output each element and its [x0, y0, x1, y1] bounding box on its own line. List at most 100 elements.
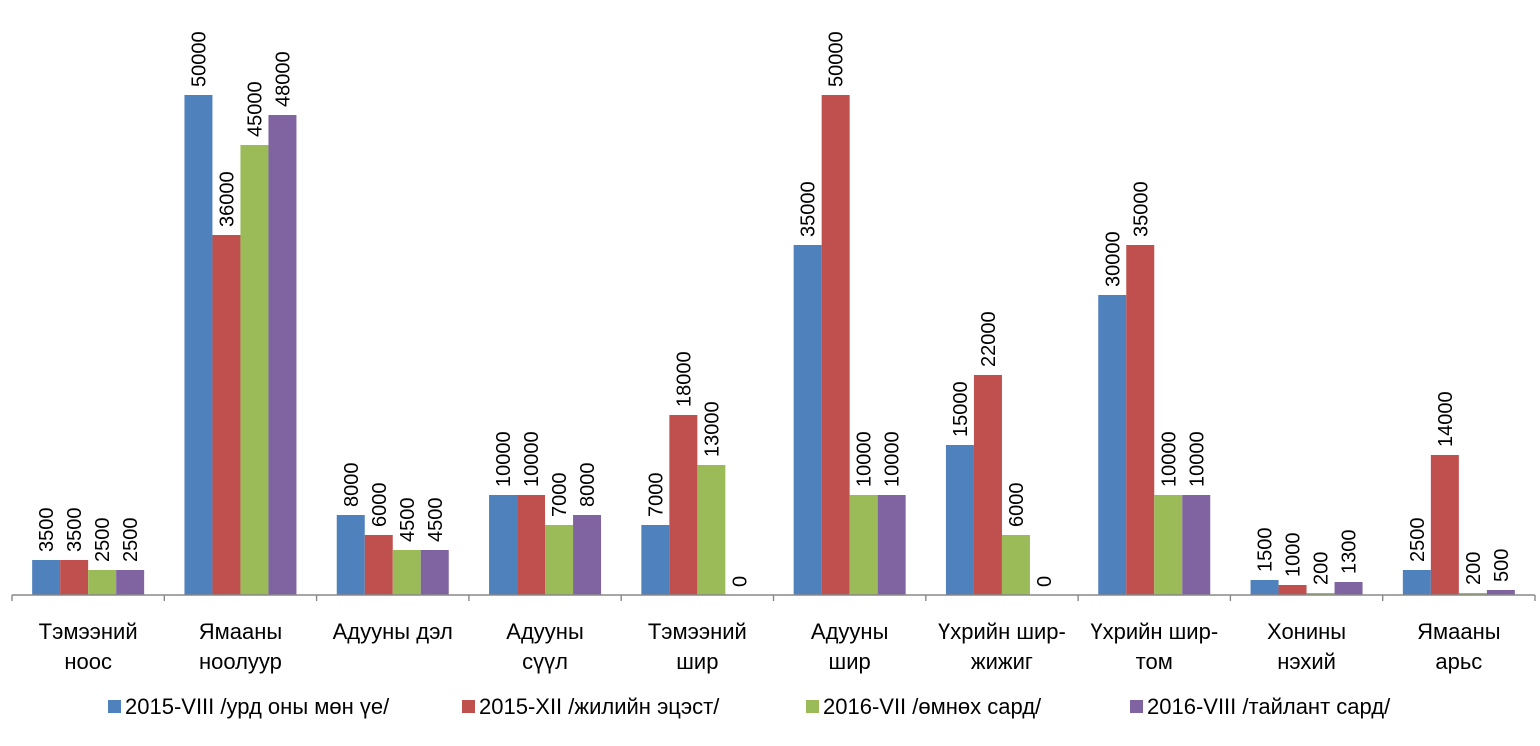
bar: [1154, 495, 1183, 595]
data-labels-layer: 3500 3500 2500 2500500003600045000480008000…: [36, 31, 1513, 587]
bar: [517, 495, 546, 595]
category-label: Адууны: [811, 619, 888, 644]
bar: [1182, 495, 1211, 595]
bar: [420, 550, 449, 595]
bar: [1458, 593, 1487, 595]
bar: [364, 535, 393, 595]
bar: [1098, 295, 1127, 595]
bar: [212, 235, 241, 595]
data-label: 15000: [950, 381, 972, 437]
bar: [1306, 593, 1335, 595]
bar: [1402, 570, 1431, 595]
legend-swatch: [462, 700, 475, 713]
data-label: 7000: [549, 473, 571, 518]
category-label: Хонины: [1267, 619, 1346, 644]
bar: [1486, 590, 1515, 595]
data-label: 18000: [673, 351, 695, 407]
data-label: 10000: [1158, 431, 1180, 487]
bars-layer: [32, 95, 1515, 595]
bar: [877, 495, 906, 595]
data-label: 6000: [1006, 483, 1028, 528]
bar: [489, 495, 518, 595]
bar: [1250, 580, 1279, 595]
data-label: 8000: [341, 463, 363, 508]
bar: [821, 95, 850, 595]
data-label: 30000: [1102, 231, 1124, 287]
bar: [945, 445, 974, 595]
legend-label: 2016-VIII /тайлант сард/: [1147, 694, 1391, 719]
bar: [641, 525, 670, 595]
category-label: нэхий: [1277, 649, 1336, 674]
legend: 2015-VIII /урд оны мөн үе/2015-XII /жили…: [108, 694, 1391, 719]
bar: [336, 515, 365, 595]
data-label: 4500: [425, 498, 447, 543]
bar: [240, 145, 269, 595]
data-label: 50000: [826, 31, 848, 87]
bar: [1126, 245, 1155, 595]
data-label: 45000: [244, 81, 266, 137]
bar: [669, 415, 698, 595]
data-label: 14000: [1435, 391, 1457, 447]
legend-label: 2015-XII /жилийн эцэст/: [479, 694, 720, 719]
category-labels: Тэмээний ноос Ямааны ноолуур Адууны дэл Адуун…: [39, 619, 1501, 674]
bar: [88, 570, 117, 595]
data-label: 2500: [120, 518, 142, 563]
data-label: 200: [1463, 552, 1485, 585]
data-label: 8000: [577, 463, 599, 508]
data-label: 10000: [521, 431, 543, 487]
data-label: 22000: [978, 311, 1000, 367]
category-label: жижиг: [971, 649, 1033, 674]
category-label: Ямааны: [199, 619, 282, 644]
category-label: Адууны дэл: [333, 619, 453, 644]
legend-swatch: [806, 700, 819, 713]
data-label: 1000: [1283, 533, 1305, 578]
category-label: арьс: [1435, 649, 1482, 674]
data-label: 36000: [216, 171, 238, 227]
data-label: 0: [1034, 576, 1056, 587]
bar: [32, 560, 61, 595]
legend-swatch: [1130, 700, 1143, 713]
data-label: 2500: [92, 518, 114, 563]
bar: [116, 570, 145, 595]
data-label: 35000: [798, 181, 820, 237]
category-label: Ямааны: [1417, 619, 1500, 644]
data-label: 3500: [64, 508, 86, 553]
category-label: ноос: [64, 649, 112, 674]
data-label: 6000: [369, 483, 391, 528]
bar: [573, 515, 602, 595]
data-label: 13000: [701, 401, 723, 457]
category-label: Адууны: [506, 619, 583, 644]
bar: [793, 245, 822, 595]
category-label: шир: [676, 649, 718, 674]
legend-swatch: [108, 700, 121, 713]
bar: [184, 95, 213, 595]
bar: [849, 495, 878, 595]
bar: [1430, 455, 1459, 595]
data-label: 48000: [272, 51, 294, 107]
category-label: сүүл: [522, 649, 568, 674]
category-label: Тэмээний: [648, 619, 747, 644]
data-label: 4500: [397, 498, 419, 543]
category-label: шир: [829, 649, 871, 674]
x-axis: [11, 594, 1536, 601]
data-label: 10000: [493, 431, 515, 487]
bar: [392, 550, 421, 595]
legend-label: 2016-VII /өмнөх сард/: [823, 694, 1042, 719]
category-label: Үхрийн шир-: [938, 619, 1066, 644]
bar: [268, 115, 297, 595]
data-label: 10000: [1186, 431, 1208, 487]
data-label: 1300: [1339, 530, 1361, 575]
data-label: 500: [1491, 549, 1513, 582]
category-label: Үхрийн шир-: [1090, 619, 1218, 644]
data-label: 10000: [854, 431, 876, 487]
data-label: 50000: [188, 31, 210, 87]
bar: [697, 465, 726, 595]
data-label: 200: [1311, 552, 1333, 585]
bar: [973, 375, 1002, 595]
category-label: Тэмээний: [39, 619, 138, 644]
bar: [1334, 582, 1363, 595]
data-label: 3500: [36, 508, 58, 553]
legend-label: 2015-VIII /урд оны мөн үе/: [125, 694, 390, 719]
data-label: 0: [729, 576, 751, 587]
